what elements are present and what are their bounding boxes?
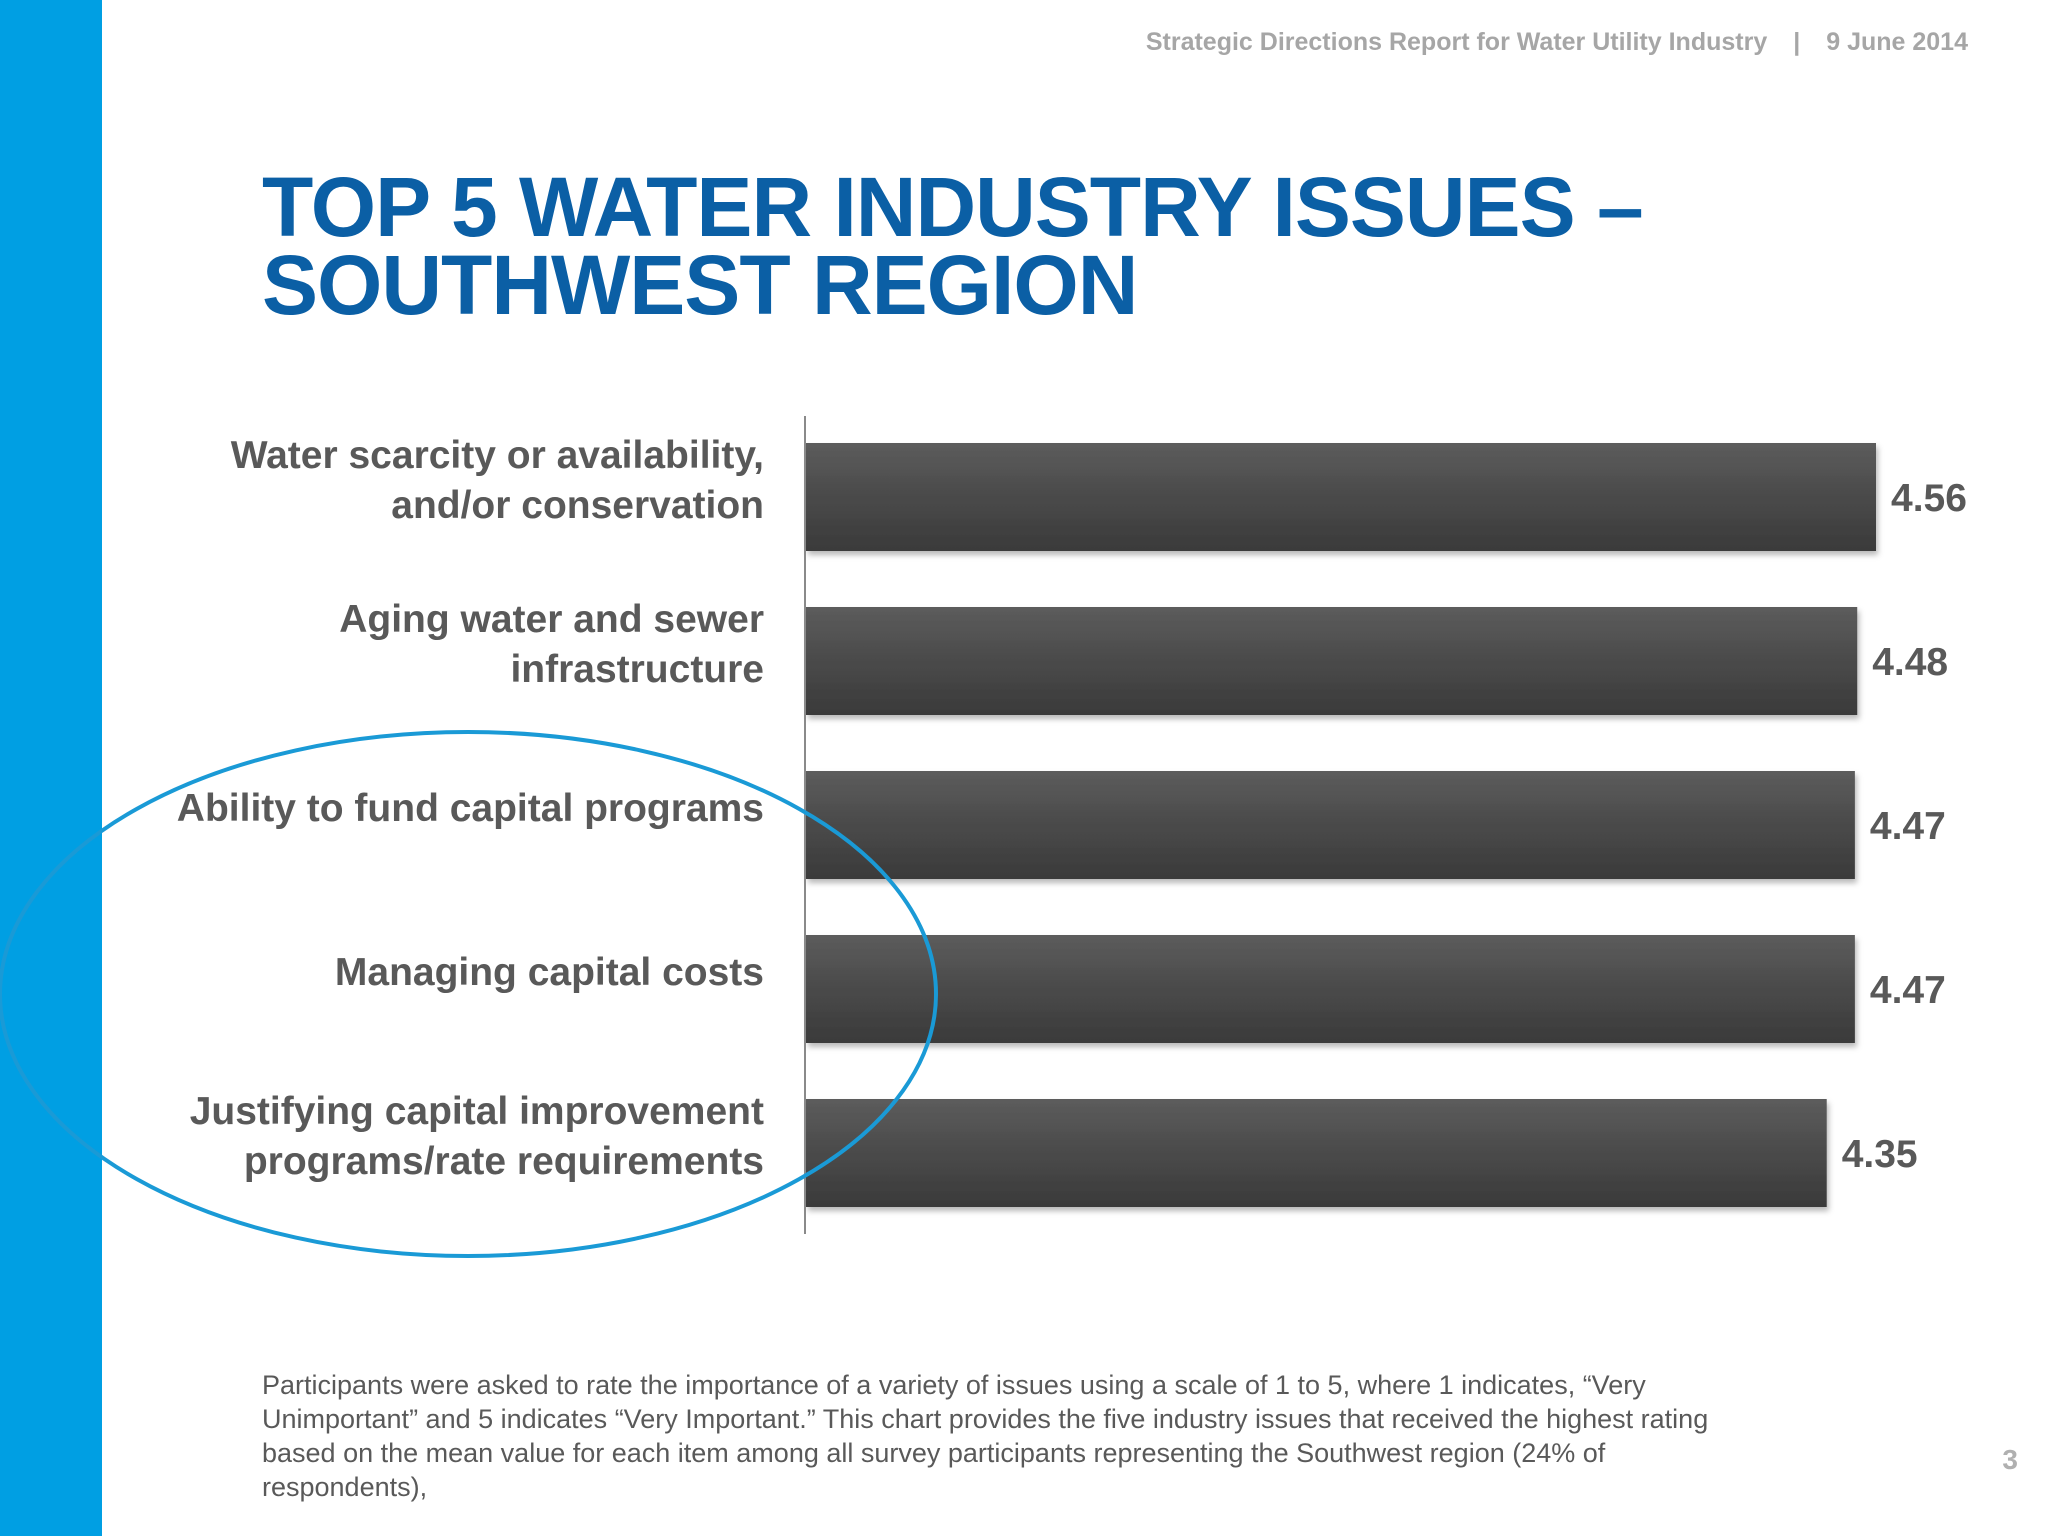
- report-date: 9 June 2014: [1826, 28, 1968, 56]
- bar-4: [806, 935, 1855, 1043]
- header-separator: |: [1793, 28, 1801, 56]
- category-label-2-line-1: Aging water and sewer: [339, 598, 764, 641]
- slide-title-line-1: TOP 5 WATER INDUSTRY ISSUES –: [262, 160, 1644, 254]
- report-header: Strategic Directions Report for Water Ut…: [1146, 28, 1968, 57]
- value-label-4: 4.47: [1870, 969, 1946, 1012]
- category-label-5-line-2: programs/rate requirements: [243, 1140, 764, 1183]
- bar-3: [806, 771, 1855, 879]
- slide-title-line-2: SOUTHWEST REGION: [262, 238, 1138, 332]
- bar-5: [806, 1099, 1827, 1207]
- bar-1: [806, 443, 1876, 551]
- slide-title: TOP 5 WATER INDUSTRY ISSUES – SOUTHWEST …: [262, 160, 1644, 332]
- page-number: 3: [2002, 1444, 2018, 1475]
- category-label-4: Managing capital costs: [124, 948, 764, 998]
- side-accent-bar: [0, 0, 102, 1536]
- footnote: Participants were asked to rate the impo…: [262, 1370, 1709, 1502]
- category-label-5-line-1: Justifying capital improvement: [189, 1090, 764, 1133]
- category-label-3-line-1: Ability to fund capital programs: [176, 787, 764, 830]
- value-label-5: 4.35: [1842, 1133, 1918, 1176]
- category-label-4-line-1: Managing capital costs: [334, 951, 764, 994]
- category-label-5: Justifying capital improvement programs/r…: [124, 1087, 764, 1187]
- bars-layer: [806, 443, 1876, 1207]
- category-label-3: Ability to fund capital programs: [124, 784, 764, 834]
- value-label-3: 4.47: [1870, 805, 1946, 848]
- highlight-ellipse: [0, 730, 938, 1258]
- report-title: Strategic Directions Report for Water Ut…: [1145, 28, 1768, 56]
- value-label-2: 4.48: [1872, 641, 1948, 684]
- bar-2: [806, 607, 1858, 715]
- category-label-2: Aging water and sewer infrastructure: [124, 595, 764, 695]
- category-label-1: Water scarcity or availability, and/or co…: [124, 431, 764, 531]
- category-label-1-line-1: Water scarcity or availability,: [230, 434, 764, 477]
- value-labels: 4.56 4.48 4.47 4.47 4.35: [1842, 477, 1967, 1176]
- category-label-2-line-2: infrastructure: [510, 648, 764, 691]
- category-label-1-line-2: and/or conservation: [391, 484, 764, 527]
- value-label-1: 4.56: [1891, 477, 1967, 520]
